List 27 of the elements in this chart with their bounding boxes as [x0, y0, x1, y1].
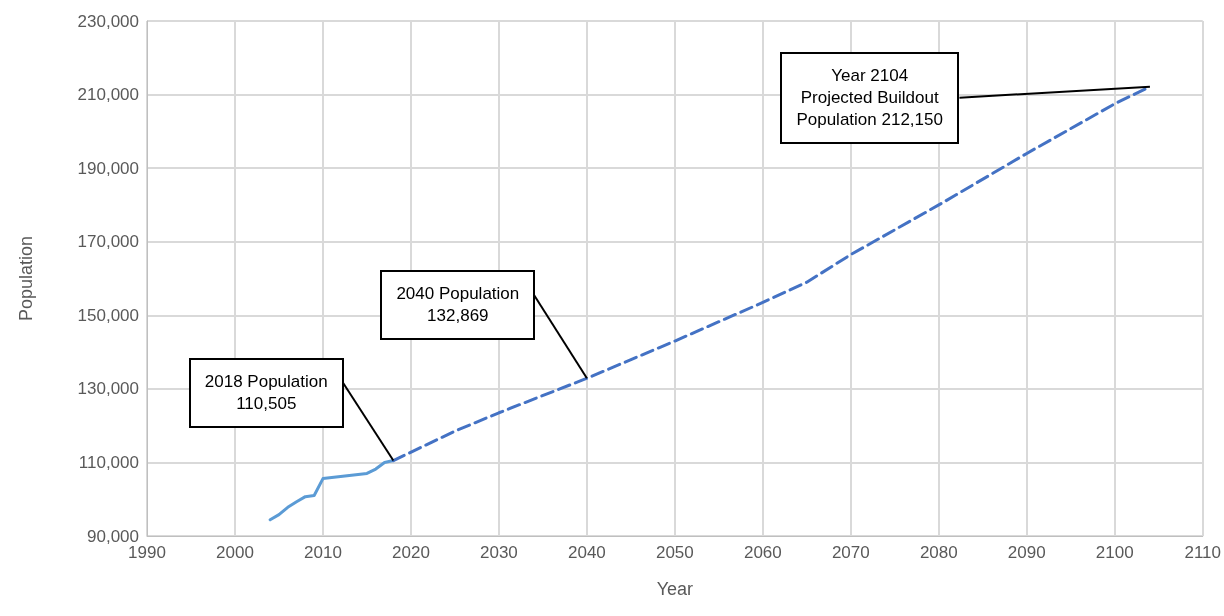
y-tick-label: 210,000 [77, 85, 139, 105]
x-tick-label: 1990 [128, 543, 166, 562]
annotation: 2018 Population 110,505 [188, 357, 344, 428]
line-series [268, 459, 395, 522]
y-tick-label: 190,000 [77, 158, 139, 178]
y-axis-title: Population [16, 235, 36, 322]
annotation: 2040 Population 132,869 [380, 270, 536, 341]
x-tick-label: 2060 [743, 543, 782, 562]
y-tick-label: 150,000 [77, 305, 139, 325]
x-tick-label: 2000 [216, 543, 254, 562]
x-tick-label: 2070 [831, 543, 870, 562]
x-tick-label: 2080 [919, 543, 958, 562]
x-tick-label: 2050 [655, 543, 694, 562]
y-tick-label: 170,000 [77, 232, 139, 252]
x-tick-label: 2110 [1184, 543, 1221, 562]
y-tick-label: 90,000 [87, 526, 139, 546]
x-axis-title: Year [656, 579, 694, 599]
x-tick-label: 2090 [1007, 543, 1046, 562]
x-tick-label: 2040 [567, 543, 606, 562]
x-tick-label: 2010 [304, 543, 342, 562]
x-tick-label: 2100 [1095, 543, 1134, 562]
y-tick-label: 230,000 [77, 11, 139, 31]
x-tick-label: 2020 [392, 543, 430, 562]
x-tick-label: 2030 [479, 543, 518, 562]
annotation: Year 2104 Projected Buildout Population 212,150 [780, 51, 959, 144]
y-tick-label: 110,000 [78, 452, 139, 472]
y-tick-label: 130,000 [77, 379, 139, 399]
